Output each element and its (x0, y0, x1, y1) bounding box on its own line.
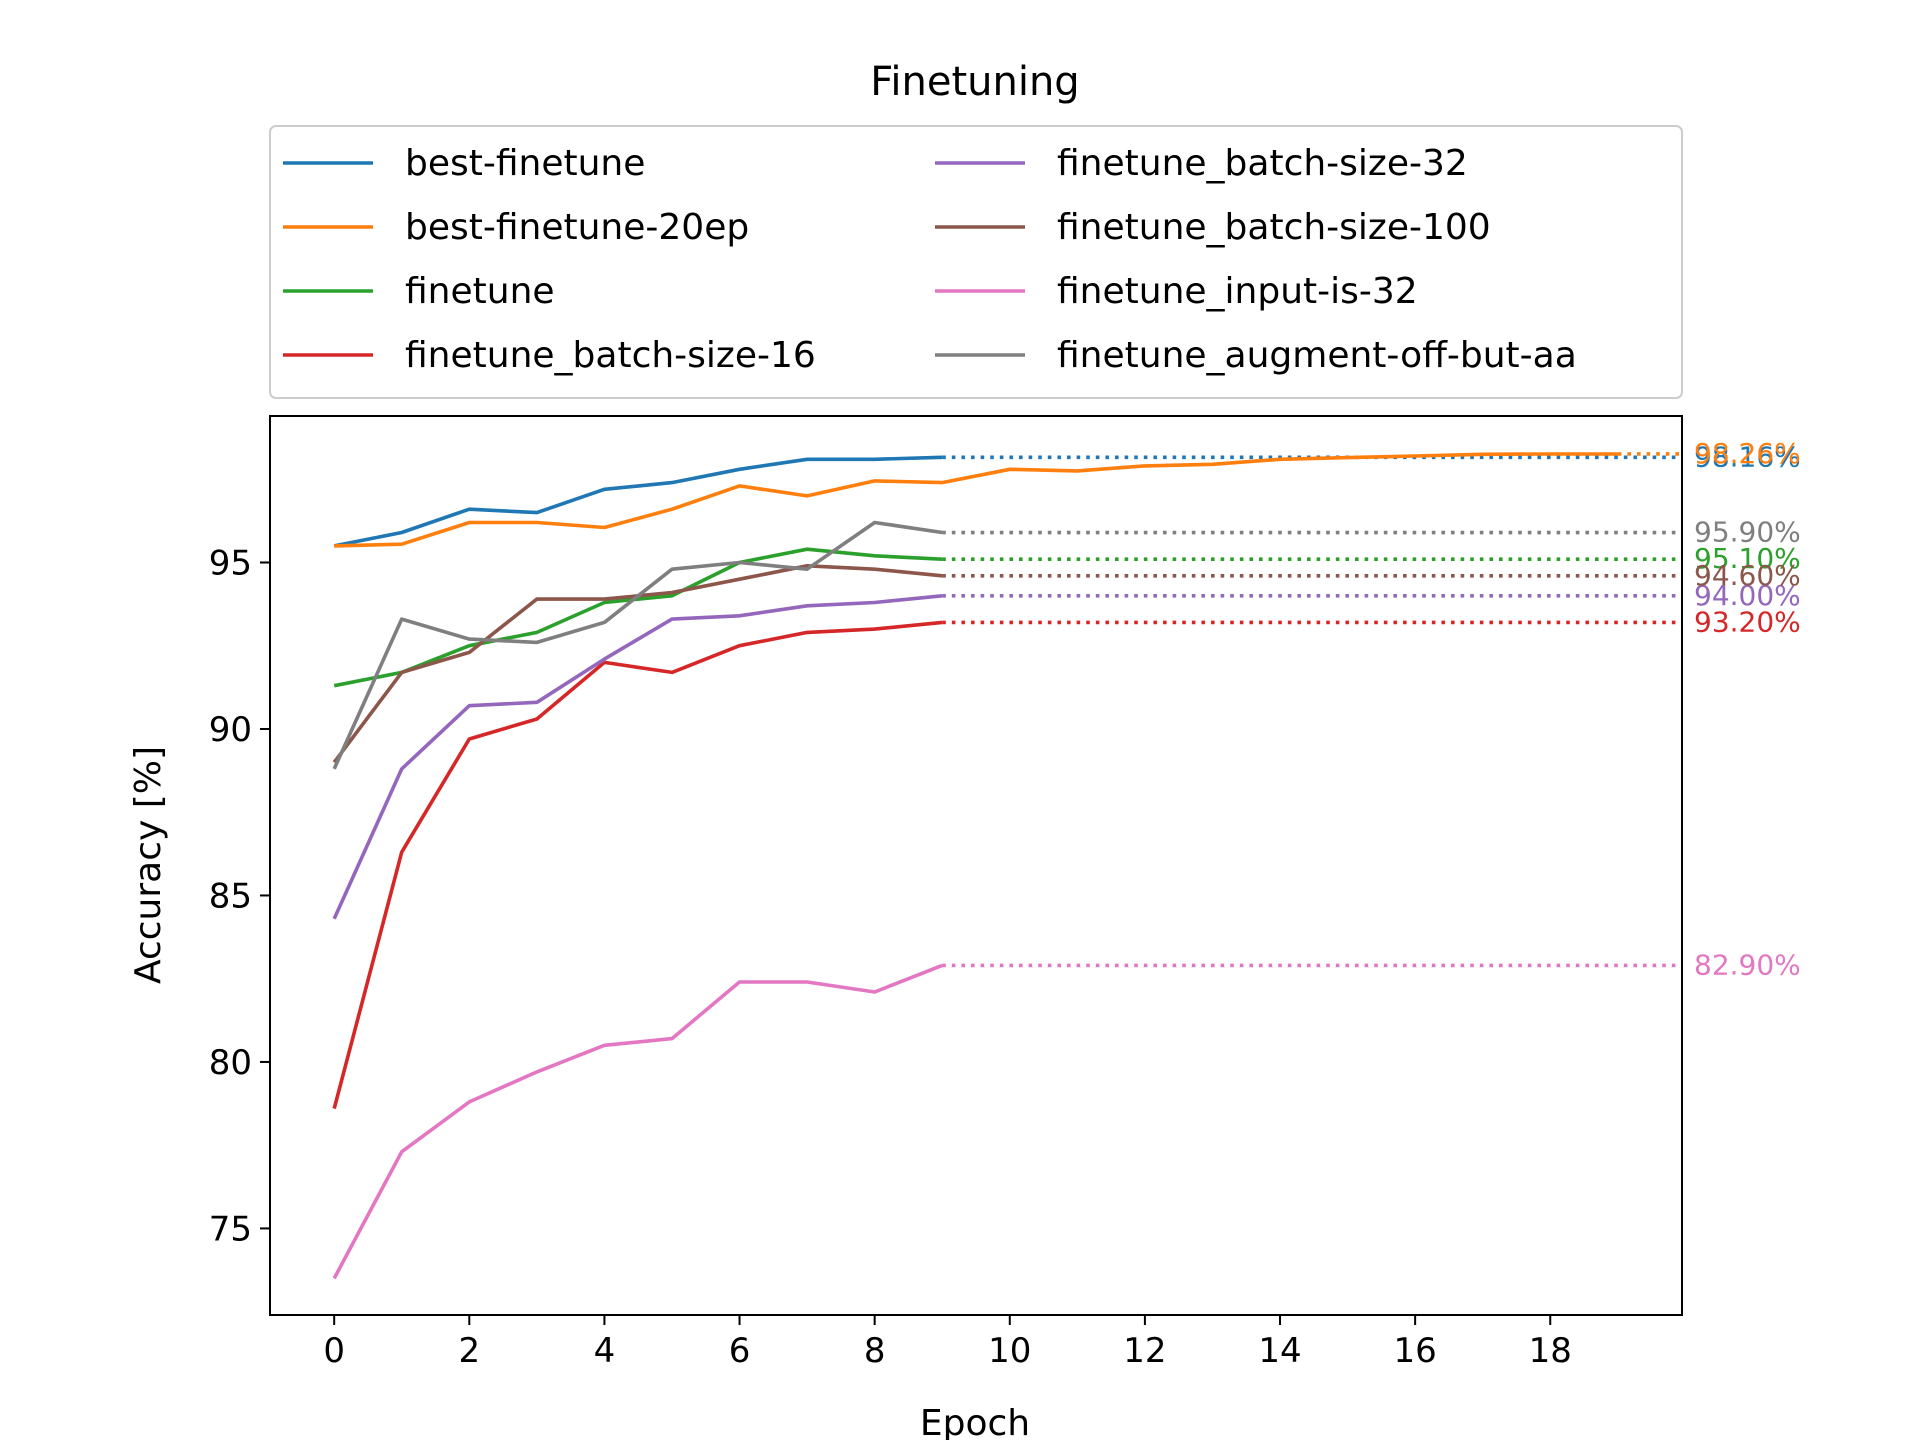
plot-frame (269, 415, 1683, 1316)
y-tick-label-1: 80 (209, 1043, 252, 1083)
series-line-0 (333, 455, 943, 548)
final-value-label-0: 98.16% (1694, 440, 1801, 473)
series-layer (332, 452, 1682, 1280)
legend-label-3: finetune_batch-size-16 (405, 335, 816, 376)
final-value-label-4: 94.00% (1694, 579, 1801, 612)
final-value-label-3: 93.20% (1694, 605, 1801, 638)
x-tick-label-8: 16 (1394, 1331, 1437, 1371)
legend-box (269, 125, 1683, 399)
y-tick-label-0: 75 (209, 1209, 252, 1249)
x-tick-label-4: 8 (864, 1331, 886, 1371)
final-value-label-6: 82.90% (1694, 948, 1801, 981)
final-value-label-2: 95.10% (1694, 542, 1801, 575)
x-tick-label-7: 14 (1258, 1331, 1301, 1371)
y-tick-label-3: 90 (209, 710, 252, 750)
plot-area (269, 415, 1683, 1316)
y-tick-label-2: 85 (209, 876, 252, 916)
x-axis: 0 2 4 6 8 10 12 14 16 18 (323, 1315, 1572, 1371)
x-axis-label: Epoch (920, 1403, 1030, 1440)
series-line-7 (332, 520, 943, 770)
x-tick-label-9: 18 (1529, 1331, 1572, 1371)
y-axis-label: Accuracy [%] (128, 746, 169, 984)
final-value-label-1: 98.26% (1694, 437, 1801, 470)
series-line-6 (332, 963, 943, 1280)
chart-title: Finetuning (870, 59, 1079, 105)
x-tick-label-0: 0 (323, 1331, 345, 1371)
legend: best-finetune best-finetune-20ep finetune f… (269, 125, 1683, 399)
x-tick-label-5: 10 (988, 1331, 1031, 1371)
final-value-labels: 98.16%98.26% 95.10% 93.20%94.00%94.60% 82.9… (1694, 437, 1801, 981)
x-tick-label-3: 6 (729, 1331, 751, 1371)
x-tick-label-1: 2 (458, 1331, 480, 1371)
legend-label-2: finetune (405, 271, 555, 312)
series-line-4 (332, 594, 943, 920)
legend-label-1: best-finetune-20ep (405, 207, 749, 248)
series-line-3 (332, 620, 943, 1110)
legend-label-6: finetune_input-is-32 (1057, 271, 1418, 312)
final-value-label-7: 95.90% (1694, 516, 1801, 549)
legend-label-0: best-finetune (405, 143, 645, 184)
x-tick-label-2: 4 (594, 1331, 616, 1371)
series-line-2 (333, 547, 943, 688)
y-axis: 75 80 85 90 95 (209, 544, 270, 1249)
y-tick-label-4: 95 (209, 544, 252, 584)
legend-label-4: finetune_batch-size-32 (1057, 143, 1468, 184)
series-line-1 (334, 452, 1618, 548)
x-tick-label-6: 12 (1123, 1331, 1166, 1371)
legend-label-5: finetune_batch-size-100 (1057, 207, 1491, 248)
final-value-label-5: 94.60% (1694, 559, 1801, 592)
legend-label-7: finetune_augment-off-but-aa (1057, 335, 1577, 376)
